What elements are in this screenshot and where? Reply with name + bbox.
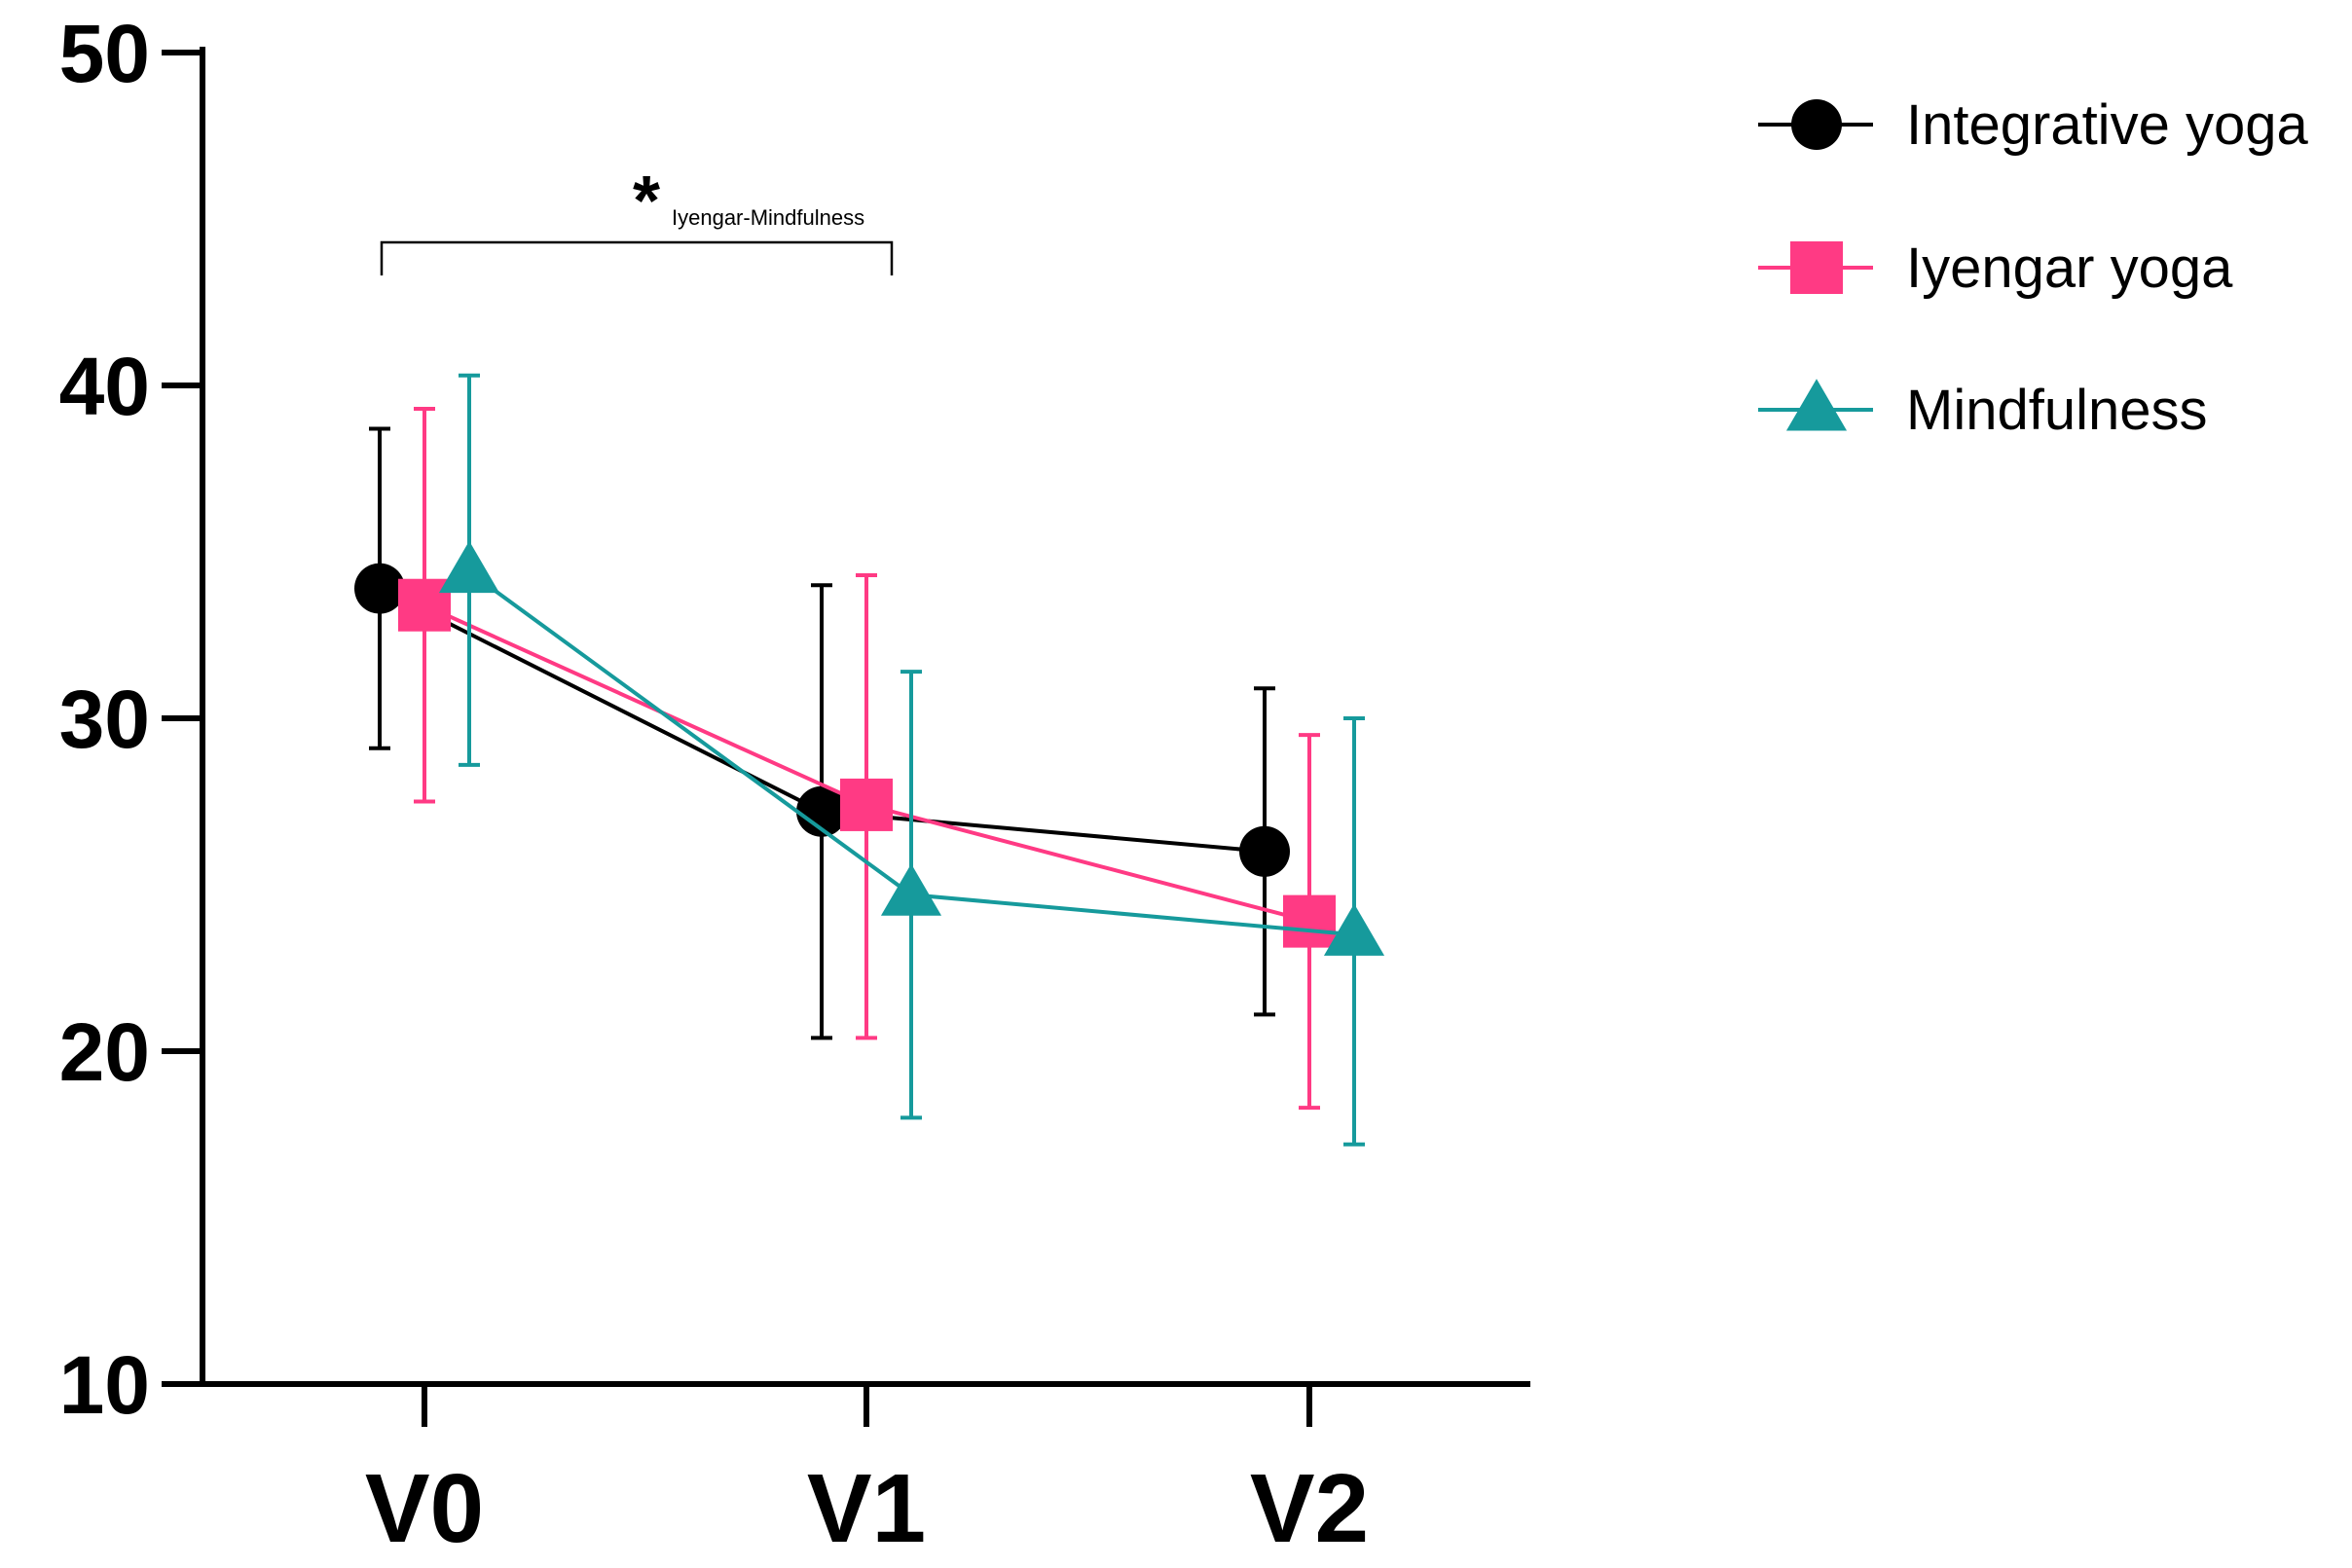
y-tick-label: 40 — [59, 341, 150, 432]
legend-marker — [1791, 99, 1842, 150]
series-integrative-yoga — [354, 426, 1290, 1040]
data-point — [840, 778, 893, 831]
legend-item: Iyengar yoga — [1758, 237, 2233, 300]
y-tick-label: 10 — [59, 1339, 150, 1431]
series-iyengar-yoga — [398, 406, 1336, 1111]
data-point — [438, 540, 500, 594]
data-point — [1239, 825, 1290, 877]
y-tick-label: 20 — [59, 1006, 150, 1098]
legend-marker — [1790, 241, 1843, 294]
legend-marker — [1785, 379, 1848, 431]
significance-star: * — [633, 163, 660, 240]
legend: Integrative yoga Iyengar yoga Mindfulness — [1758, 93, 2308, 442]
legend-label: Integrative yoga — [1906, 93, 2308, 157]
significance-bracket — [380, 240, 894, 275]
legend-label: Mindfulness — [1906, 379, 2207, 442]
significance-sublabel: Iyengar-Mindfulness — [672, 205, 864, 230]
y-tick-label: 30 — [59, 674, 150, 765]
data-point — [880, 863, 942, 916]
x-tick-label: V1 — [807, 1454, 926, 1563]
data-point — [1283, 894, 1336, 948]
data-point — [796, 785, 847, 837]
data-point — [354, 563, 405, 614]
legend-item: Integrative yoga — [1758, 93, 2308, 157]
legend-label: Iyengar yoga — [1906, 237, 2233, 300]
x-tick-label: V0 — [365, 1454, 484, 1563]
x-tick-label: V2 — [1250, 1454, 1369, 1563]
y-tick-label: 50 — [59, 8, 150, 99]
axes: 10 20 30 40 50 V0 V1 V2 — [59, 8, 1530, 1563]
data-point — [398, 578, 451, 632]
series-mindfulness — [438, 373, 1385, 1147]
legend-item: Mindfulness — [1758, 379, 2207, 442]
series-layer — [354, 373, 1385, 1147]
data-point — [1323, 903, 1385, 956]
significance-annotations: * Iyengar-Mindfulness — [380, 163, 894, 275]
